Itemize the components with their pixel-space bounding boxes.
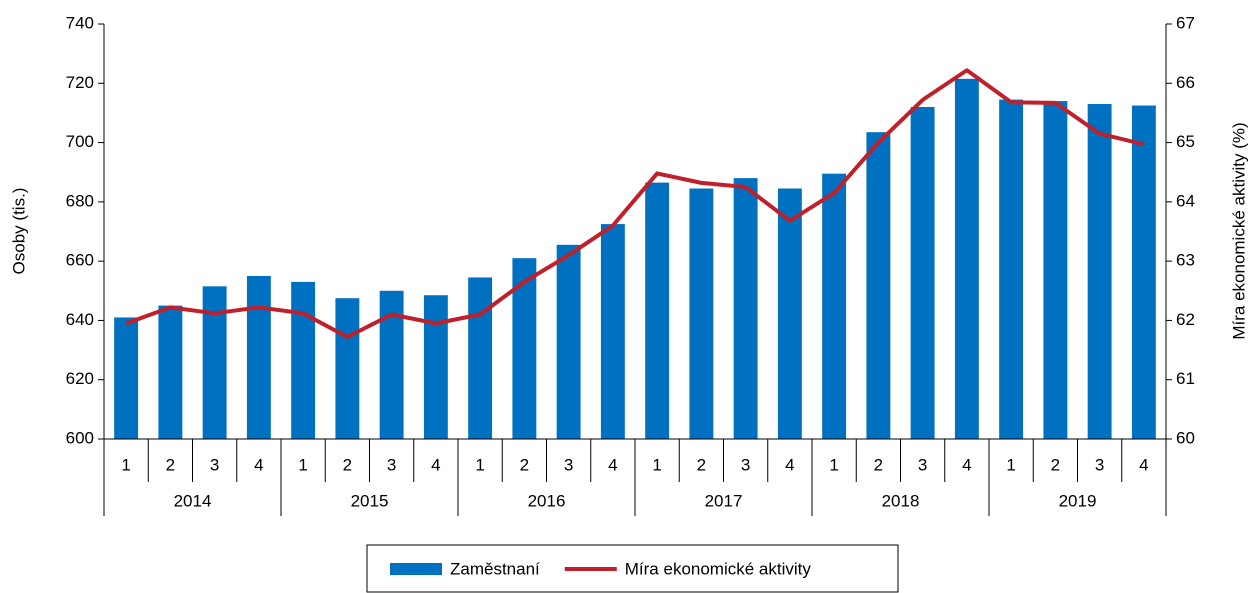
- bar: [733, 178, 758, 439]
- y2-tick-label: 66: [1176, 73, 1195, 92]
- y-tick-label: 680: [66, 191, 94, 210]
- x-tick-label: 2: [343, 455, 352, 474]
- bar: [202, 286, 227, 439]
- bar: [822, 173, 847, 440]
- line: [125, 68, 1145, 340]
- bar: [999, 99, 1024, 439]
- y-tick-label: 660: [66, 251, 94, 270]
- x-tick-label: 3: [1095, 455, 1104, 474]
- x-tick-label: 1: [475, 455, 484, 474]
- x-tick-label: 3: [918, 455, 927, 474]
- x-tick-label: 2: [697, 455, 706, 474]
- bar: [379, 290, 404, 439]
- bar: [689, 188, 714, 439]
- y-axis-label: Osoby (tis.): [9, 188, 28, 275]
- y-tick-label: 600: [66, 428, 94, 447]
- x-tick-label: 4: [785, 455, 794, 474]
- x-tick-label: 3: [387, 455, 396, 474]
- bar: [335, 298, 360, 439]
- x-group-label: 2019: [1059, 491, 1097, 510]
- bar: [645, 182, 670, 439]
- bar: [1087, 104, 1112, 440]
- bar: [866, 132, 891, 440]
- bar: [1131, 105, 1156, 440]
- y-tick-label: 720: [66, 73, 94, 92]
- y2-tick-label: 61: [1176, 369, 1195, 388]
- x-tick-label: 2: [166, 455, 175, 474]
- y2-tick-label: 67: [1176, 13, 1195, 32]
- x-tick-label: 1: [829, 455, 838, 474]
- y2-tick-label: 62: [1176, 310, 1195, 329]
- x-tick-label: 2: [520, 455, 529, 474]
- x-tick-label: 1: [652, 455, 661, 474]
- bar: [512, 258, 537, 439]
- x-tick-label: 1: [298, 455, 307, 474]
- y2-axis-label: Míra ekonomické aktivity (%): [1229, 122, 1248, 339]
- x-tick-label: 4: [431, 455, 440, 474]
- bar: [777, 188, 802, 439]
- x-tick-label: 4: [962, 455, 971, 474]
- x-tick-label: 4: [608, 455, 617, 474]
- bar: [910, 107, 935, 439]
- bar: [1043, 101, 1068, 440]
- y-tick-label: 620: [66, 369, 94, 388]
- x-group-label: 2015: [351, 491, 389, 510]
- bar: [600, 224, 625, 439]
- x-tick-label: 4: [254, 455, 263, 474]
- x-tick-label: 2: [1051, 455, 1060, 474]
- bar: [291, 281, 316, 439]
- x-tick-label: 1: [1006, 455, 1015, 474]
- x-tick-label: 3: [741, 455, 750, 474]
- bar: [246, 275, 271, 439]
- y2-tick-label: 64: [1176, 191, 1195, 210]
- bar: [423, 295, 448, 439]
- legend-swatch: [390, 563, 442, 575]
- x-tick-label: 3: [210, 455, 219, 474]
- x-tick-label: 3: [564, 455, 573, 474]
- y2-tick-label: 63: [1176, 251, 1195, 270]
- legend-label: Míra ekonomické aktivity: [625, 559, 812, 578]
- x-tick-label: 2: [874, 455, 883, 474]
- y2-tick-label: 65: [1176, 132, 1195, 151]
- bar: [158, 305, 183, 439]
- bar: [114, 317, 139, 439]
- x-group-label: 2018: [882, 491, 920, 510]
- legend-box: [366, 544, 899, 593]
- bar: [954, 78, 979, 439]
- legend-label: Zaměstnaní: [450, 559, 540, 578]
- bar: [468, 277, 493, 439]
- y-tick-label: 700: [66, 132, 94, 151]
- x-group-label: 2016: [528, 491, 566, 510]
- y2-tick-label: 60: [1176, 428, 1195, 447]
- x-tick-label: 1: [121, 455, 130, 474]
- y-tick-label: 640: [66, 310, 94, 329]
- x-group-label: 2014: [174, 491, 212, 510]
- x-tick-label: 4: [1139, 455, 1148, 474]
- x-group-label: 2017: [705, 491, 743, 510]
- y-tick-label: 740: [66, 13, 94, 32]
- bar: [556, 244, 581, 439]
